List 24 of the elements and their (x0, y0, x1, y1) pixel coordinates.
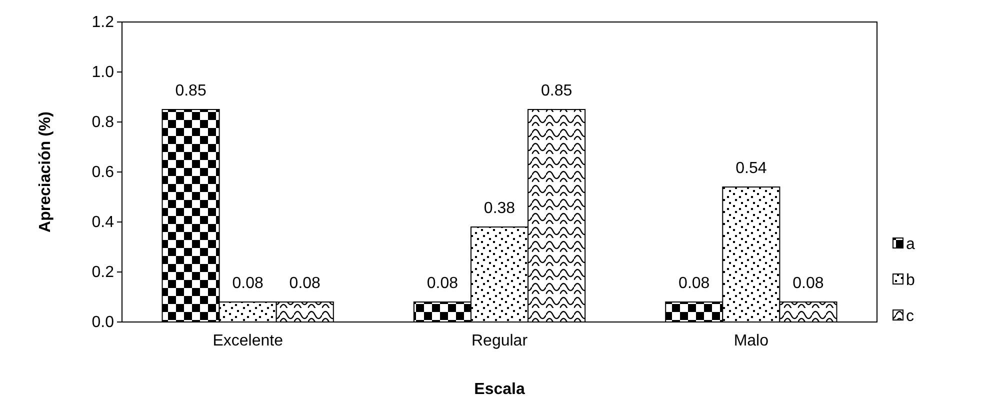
y-tick-label: 0.0 (92, 314, 114, 332)
x-tick-label: Excelente (212, 332, 284, 350)
y-axis-title: Apreciación (%) (37, 112, 54, 232)
data-label: 0.85 (175, 82, 206, 100)
data-label: 0.08 (792, 275, 824, 292)
y-tick-label: 0.8 (92, 114, 114, 132)
y-tick-label: 1.2 (92, 14, 114, 32)
x-tick-label: Malo (734, 332, 769, 350)
x-axis-title: Escala (474, 381, 525, 398)
data-label: 0.08 (678, 275, 710, 292)
y-tick-label: 1.0 (92, 64, 114, 82)
data-label: 0.08 (289, 275, 321, 292)
legend-label: b (906, 272, 915, 289)
y-tick-label: 0.2 (92, 264, 114, 282)
data-label: 0.08 (426, 275, 458, 292)
data-label: 0.54 (736, 160, 767, 177)
legend-label: c (906, 308, 914, 325)
data-label: 0.38 (484, 200, 516, 217)
legend-label: a (906, 236, 915, 253)
x-tick-label: Regular (471, 332, 528, 350)
y-tick-label: 0.6 (92, 164, 114, 182)
data-label: 0.08 (232, 275, 264, 292)
y-tick-label: 0.4 (92, 214, 114, 232)
data-label: 0.85 (540, 82, 572, 100)
